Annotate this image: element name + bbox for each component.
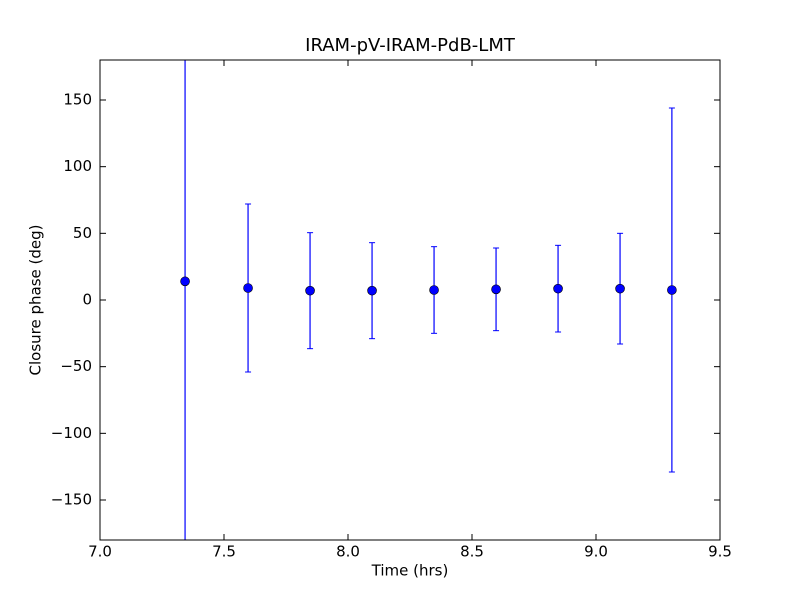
data-point <box>305 285 315 296</box>
x-tick-label: 9.5 <box>708 543 732 561</box>
plot-area <box>180 60 677 540</box>
y-tick-label: 50 <box>73 224 92 242</box>
data-point <box>429 285 439 295</box>
y-axis-label: Closure phase (deg) <box>27 225 45 376</box>
y-tick-label: −100 <box>51 424 92 442</box>
chart-title: IRAM-pV-IRAM-PdB-LMT <box>305 35 516 56</box>
x-tick-label: 9.0 <box>584 543 608 561</box>
data-point <box>491 284 501 295</box>
y-tick-label: 150 <box>63 91 92 109</box>
data-point <box>243 283 253 293</box>
y-tick-label: 100 <box>63 157 92 175</box>
y-tick-label: −50 <box>60 357 92 375</box>
data-point <box>615 283 625 294</box>
data-point <box>367 285 377 296</box>
x-tick-label: 8.5 <box>460 543 484 561</box>
data-point <box>180 276 190 287</box>
x-axis-label: Time (hrs) <box>371 562 449 580</box>
x-tick-label: 7.0 <box>88 543 112 561</box>
data-point <box>667 285 677 295</box>
x-tick-label: 8.0 <box>336 543 360 561</box>
x-tick-label: 7.5 <box>212 543 236 561</box>
y-tick-label: 0 <box>82 291 92 309</box>
data-point <box>553 283 563 294</box>
y-tick-label: −150 <box>51 491 92 509</box>
